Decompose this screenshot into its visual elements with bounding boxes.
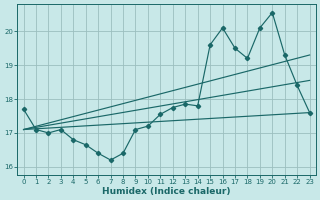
X-axis label: Humidex (Indice chaleur): Humidex (Indice chaleur) (102, 187, 231, 196)
